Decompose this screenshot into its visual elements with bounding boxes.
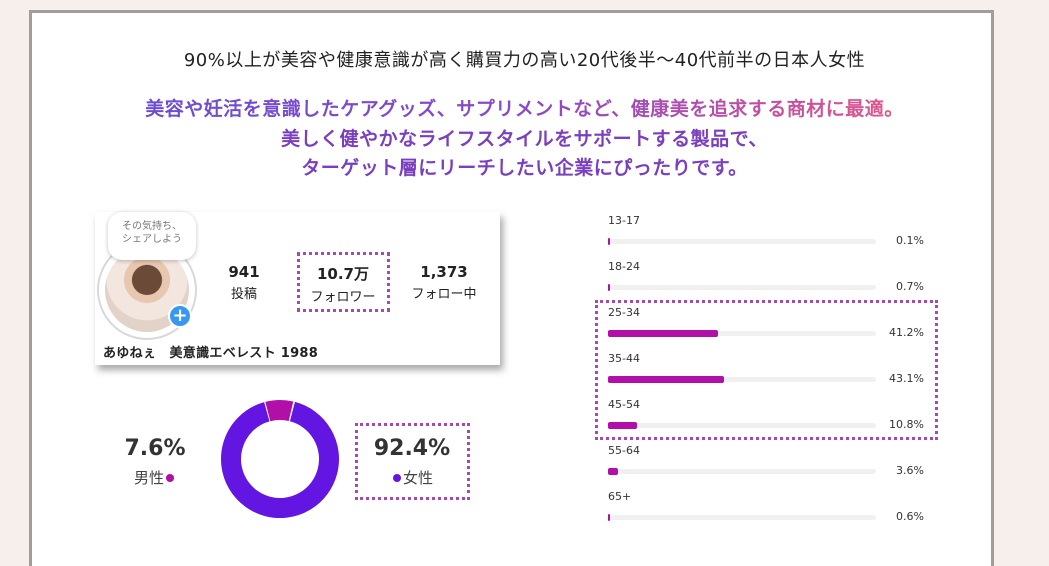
age-bar-65+ [608,514,610,521]
age-pct-18-24: 0.7% [896,280,924,293]
age-bar-track [608,376,876,383]
note-bubble-line-2: シェアしよう [122,234,182,245]
female-label: 女性 [402,469,433,487]
female-percentage: 92.4% [373,436,451,461]
posts-count: 941 [228,263,260,281]
following-stat[interactable]: 1,373 フォロー中 [408,263,480,302]
age-label-18-24: 18-24 [608,260,640,273]
age-bar-track [608,422,876,429]
male-percentage: 7.6% [124,436,186,461]
core-age-highlight-box [595,300,938,440]
followers-count: 10.7万 [316,265,369,283]
age-label-35-44: 35-44 [608,352,640,365]
age-bar-25-34 [608,330,719,337]
age-label-65+: 65+ [608,490,632,503]
followers-stat[interactable]: 10.7万 フォロワー [303,263,383,305]
note-bubble-line-1: その気持ち、 [122,221,182,232]
age-pct-55-64: 3.6% [896,464,924,477]
age-pct-65+: 0.6% [896,510,924,523]
headline: 90%以上が美容や健康意識が高く購買力の高い20代後半〜40代前半の日本人女性 [183,50,866,71]
age-label-45-54: 45-54 [608,398,640,411]
following-count: 1,373 [420,263,468,281]
age-bar-track [608,238,876,245]
note-bubble[interactable]: その気持ち、 シェアしよう [108,212,196,260]
age-bar-track [608,284,876,291]
age-pct-13-17: 0.1% [896,234,924,247]
age-pct-25-34: 41.2% [889,326,924,339]
following-label: フォロー中 [411,287,477,302]
age-pct-35-44: 43.1% [889,372,924,385]
male-dot-icon [166,474,174,482]
female-legend: 女性 [362,467,462,488]
age-bar-track [608,514,876,521]
age-bar-35-44 [608,376,724,383]
age-pct-45-54: 10.8% [889,418,924,431]
followers-label: フォロワー [310,290,376,305]
posts-label: 投稿 [230,287,257,302]
tagline-line-2: 美しく健やかなライフスタイルをサポートする製品で、 [281,128,768,150]
female-highlight-box [355,423,470,500]
female-dot-icon [392,474,401,482]
add-story-icon[interactable]: + [168,304,192,328]
tagline-line-3: ターゲット層にリーチしたい企業にぴったりです。 [301,157,748,179]
male-segment [221,400,339,518]
age-label-25-34: 25-34 [608,306,640,319]
age-bar-track [608,468,876,475]
male-label: 男性 [133,469,164,487]
tagline-line-1: 美容や妊活を意識したケアグッズ、サプリメントなど、健康美を追求する商材に最適。 [145,98,904,120]
age-label-55-64: 55-64 [608,444,640,457]
age-bar-45-54 [608,422,637,429]
age-bar-55-64 [608,468,618,475]
age-bar-track [608,330,876,337]
gender-donut-chart [221,400,339,518]
profile-username: あゆねぇ 美意識エベレスト 1988 [103,346,319,361]
followers-highlight-box [297,252,390,312]
posts-stat[interactable]: 941 投稿 [226,263,262,302]
age-bar-13-17 [608,238,610,245]
age-bar-18-24 [608,284,610,291]
age-label-13-17: 13-17 [608,214,640,227]
male-legend: 男性 [120,467,190,488]
